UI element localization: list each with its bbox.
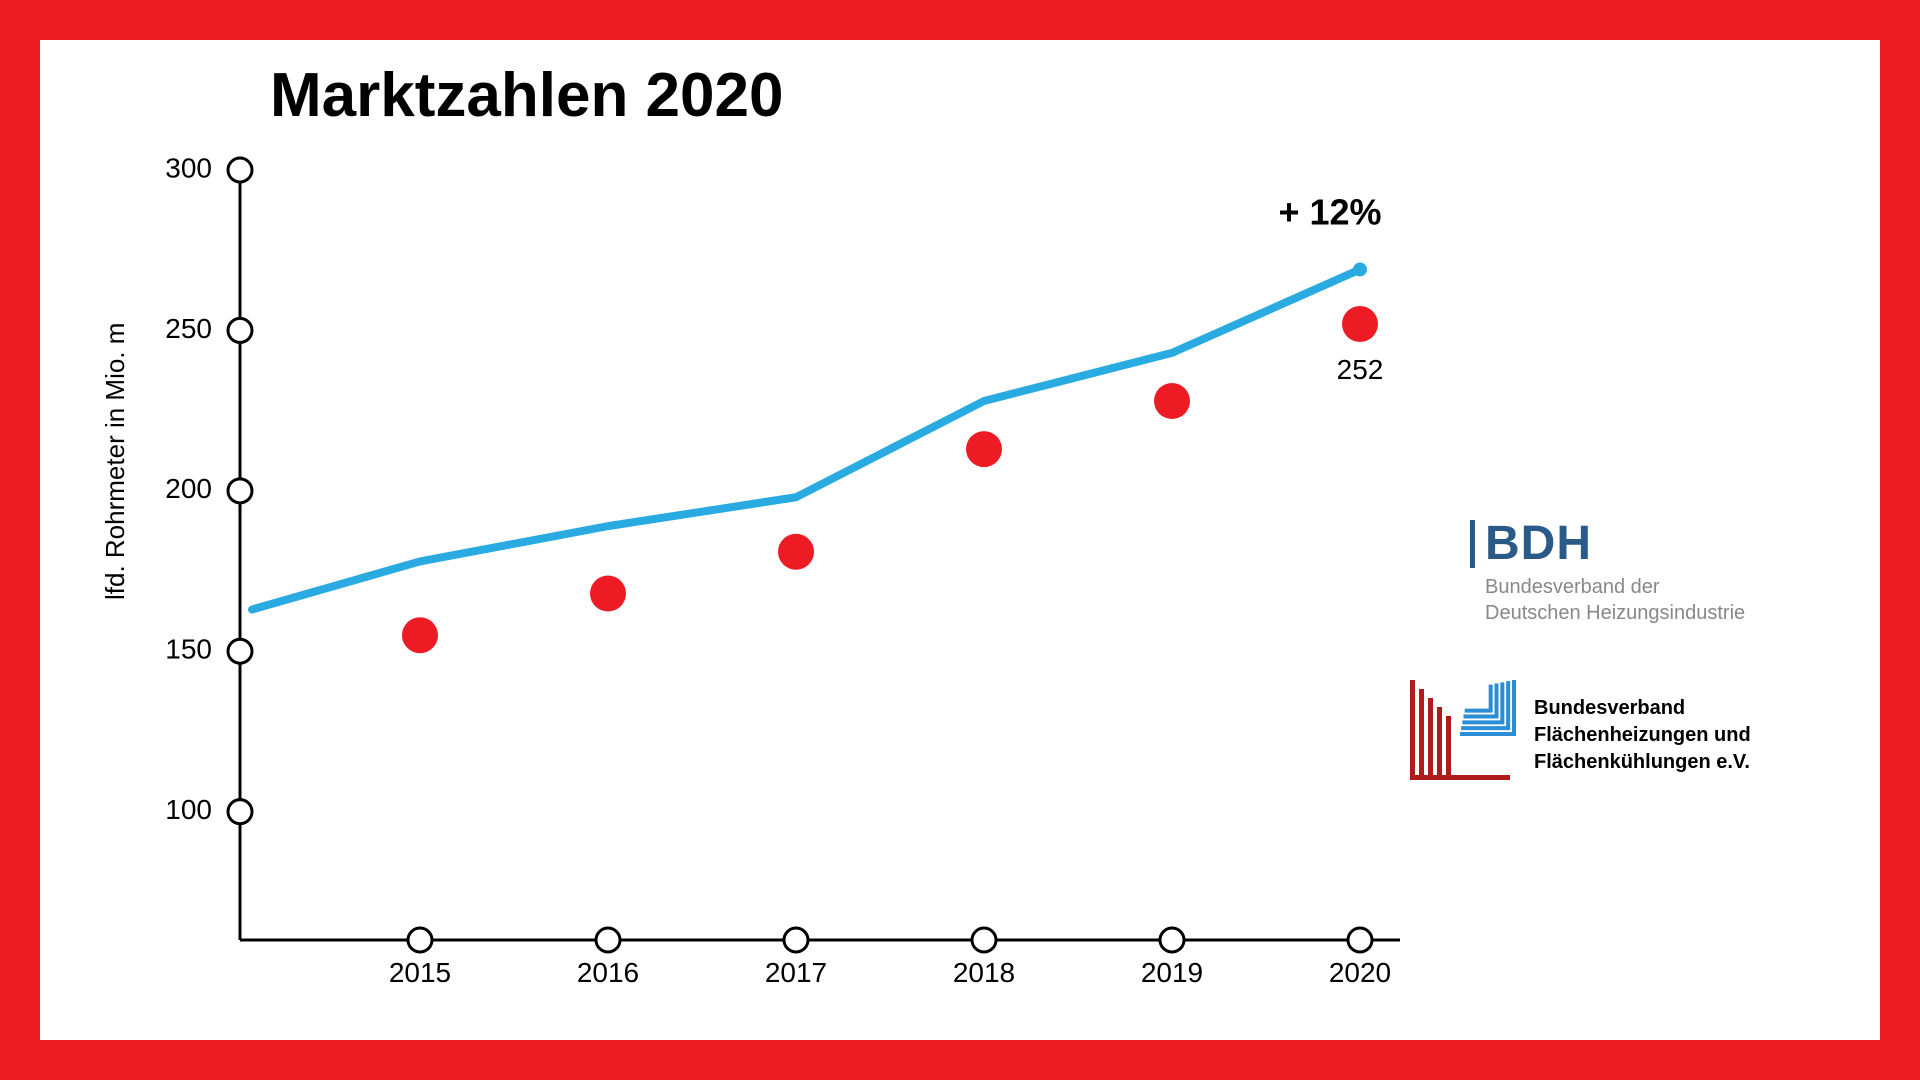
outer-frame: Marktzahlen 2020 lfd. Rohrmeter in Mio. … (0, 0, 1920, 1080)
bvf-logo: Bundesverband Flächenheizungen und Fläch… (1410, 680, 1830, 790)
svg-text:250: 250 (165, 313, 212, 344)
svg-text:2016: 2016 (577, 957, 639, 988)
bvf-logo-icon (1410, 680, 1520, 790)
svg-text:200: 200 (165, 473, 212, 504)
bdh-logo-subtitle: Bundesverband der Deutschen Heizungsindu… (1470, 574, 1830, 626)
svg-text:300: 300 (165, 152, 212, 183)
svg-text:2015: 2015 (389, 957, 451, 988)
svg-text:2017: 2017 (765, 957, 827, 988)
bvf-logo-text: Bundesverband Flächenheizungen und Fläch… (1534, 695, 1751, 776)
chart-panel: Marktzahlen 2020 lfd. Rohrmeter in Mio. … (40, 40, 1880, 1040)
svg-text:2019: 2019 (1141, 957, 1203, 988)
svg-text:2020: 2020 (1329, 957, 1391, 988)
svg-text:252: 252 (1337, 354, 1384, 385)
svg-text:2018: 2018 (953, 957, 1015, 988)
svg-text:+ 12%: + 12% (1278, 191, 1381, 232)
svg-text:150: 150 (165, 634, 212, 665)
bdh-logo: BDH Bundesverband der Deutschen Heizungs… (1470, 520, 1830, 626)
bdh-logo-title: BDH (1470, 520, 1830, 568)
svg-text:100: 100 (165, 794, 212, 825)
